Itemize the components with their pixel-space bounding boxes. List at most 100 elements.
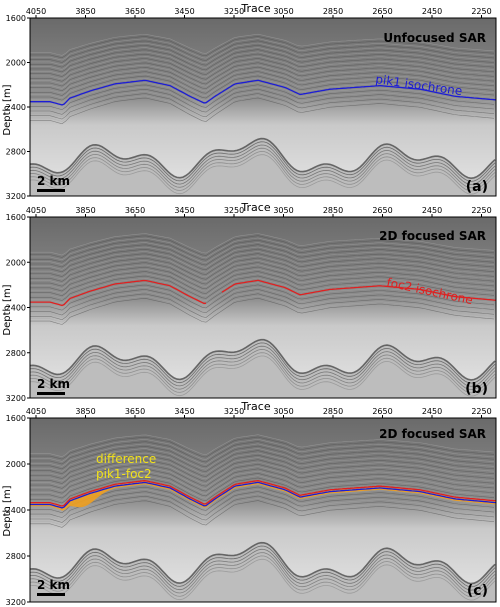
x-tick-label: 3250 (224, 206, 244, 215)
internal-layer (30, 248, 495, 273)
foc2-isochrone (30, 479, 496, 507)
x-tick-label: 3850 (75, 407, 95, 416)
y-tick-label: 2800 (6, 552, 26, 561)
internal-layer (30, 86, 495, 113)
internal-layer (30, 68, 495, 94)
internal-layer (30, 262, 495, 287)
internal-layer (30, 454, 495, 479)
x-tick-labels-b: 4050 3850 3650 3450 3250 3050 2850 2650 2450 2250 (26, 206, 492, 217)
internal-layer (30, 275, 495, 301)
internal-layer (30, 475, 495, 501)
x-tick-label: 2450 (422, 407, 442, 416)
panel-title-c: 2D focused SAR (379, 427, 486, 441)
x-tick-label: 3050 (273, 7, 293, 16)
foc2-isochrone (30, 279, 496, 307)
y-tick-label: 2400 (6, 103, 26, 112)
annotation-difference-c: difference (96, 452, 156, 466)
internal-layer (30, 253, 495, 277)
x-tick-labels-a: 4050 3850 3650 3450 3250 3050 2850 2650 2450 2250 (26, 7, 492, 18)
internal-layer (30, 441, 495, 465)
internal-layer (30, 62, 495, 87)
scale-bar-label-a: 2 km (37, 174, 70, 188)
internal-layer (30, 477, 495, 504)
y-tick-label: 3200 (6, 192, 26, 201)
y-tick-label: 1600 (6, 213, 26, 222)
internal-layer (30, 497, 495, 526)
internal-layer (30, 293, 495, 321)
annotation-pik1-foc2-c: pik1-foc2 (96, 467, 152, 481)
internal-layer (30, 53, 495, 77)
panel-title-b: 2D focused SAR (379, 229, 486, 243)
internal-layer (30, 73, 495, 99)
internal-layer (30, 486, 495, 514)
internal-layer (30, 452, 495, 477)
bed-reflection (30, 338, 496, 381)
internal-layer (30, 457, 495, 482)
x-axis-title-a: Trace (240, 2, 270, 15)
bed-reflection (30, 558, 496, 601)
scale-bar-label-c: 2 km (37, 578, 70, 592)
internal-layer (30, 259, 495, 285)
bed-reflection (30, 345, 496, 387)
x-tick-label: 3050 (273, 206, 293, 215)
x-tick-label: 4050 (26, 407, 46, 416)
internal-layer (30, 239, 495, 263)
x-tick-label: 3050 (273, 407, 293, 416)
internal-layer (30, 51, 495, 75)
internal-layer (30, 49, 495, 73)
x-tick-label: 2250 (471, 206, 491, 215)
internal-layer (30, 434, 495, 458)
internal-layer (30, 233, 495, 256)
internal-layer (30, 75, 495, 101)
internal-layer (30, 90, 495, 118)
internal-layer (30, 459, 495, 484)
internal-layer (30, 491, 495, 518)
x-tick-label: 3250 (224, 407, 244, 416)
internal-layer (30, 250, 495, 275)
y-tick-label: 1600 (6, 14, 26, 23)
bed-reflection (30, 150, 496, 192)
internal-layer (30, 237, 495, 261)
y-tick-label: 2800 (6, 349, 26, 358)
x-tick-label: 3650 (125, 206, 145, 215)
internal-layer (30, 443, 495, 467)
internal-layer (30, 77, 495, 103)
bed-reflection (30, 555, 496, 598)
internal-layer (30, 488, 495, 516)
bed-reflection (30, 352, 496, 394)
bed-reflection (30, 144, 496, 186)
y-tick-label: 3200 (6, 598, 26, 607)
radargram-a-svg: Trace 4050 3850 3650 3450 3250 3050 2850 2650 24… (2, 2, 497, 201)
x-tick-label: 3650 (125, 7, 145, 16)
internal-layer (30, 66, 495, 92)
bed-reflection (30, 342, 496, 384)
internal-layer (30, 445, 495, 470)
internal-layer (30, 295, 495, 323)
internal-layer (30, 438, 495, 462)
x-tick-label: 3850 (75, 7, 95, 16)
internal-layer (30, 47, 495, 70)
internal-layer (30, 493, 495, 521)
x-axis-title-b: Trace (240, 201, 270, 214)
y-axis-title-c: Depth [m] (2, 485, 13, 536)
internal-layer (30, 500, 495, 528)
y-tick-label: 2000 (6, 258, 26, 267)
internal-layer (30, 88, 495, 115)
x-tick-label: 3650 (125, 407, 145, 416)
internal-layer (30, 472, 495, 499)
x-tick-label: 3250 (224, 7, 244, 16)
internal-layer (30, 235, 495, 258)
y-tick-label: 2400 (6, 304, 26, 313)
bed-reflection (30, 552, 496, 594)
radargram-b-svg: Trace 4050 3850 3650 3450 3250 3050 2850 2650 24… (2, 201, 497, 403)
scale-bar-b (37, 392, 65, 395)
scale-bar-a (37, 189, 65, 192)
y-tick-label: 2400 (6, 506, 26, 515)
internal-layer (30, 282, 495, 309)
y-axis-title-a: Depth [m] (2, 84, 13, 135)
panel-b: Trace 4050 3850 3650 3450 3250 3050 2850 2650 24… (0, 200, 500, 403)
internal-layer (30, 470, 495, 497)
y-tick-label: 2800 (6, 148, 26, 157)
panel-letter-b: (b) (465, 381, 488, 397)
internal-layer (30, 42, 495, 66)
